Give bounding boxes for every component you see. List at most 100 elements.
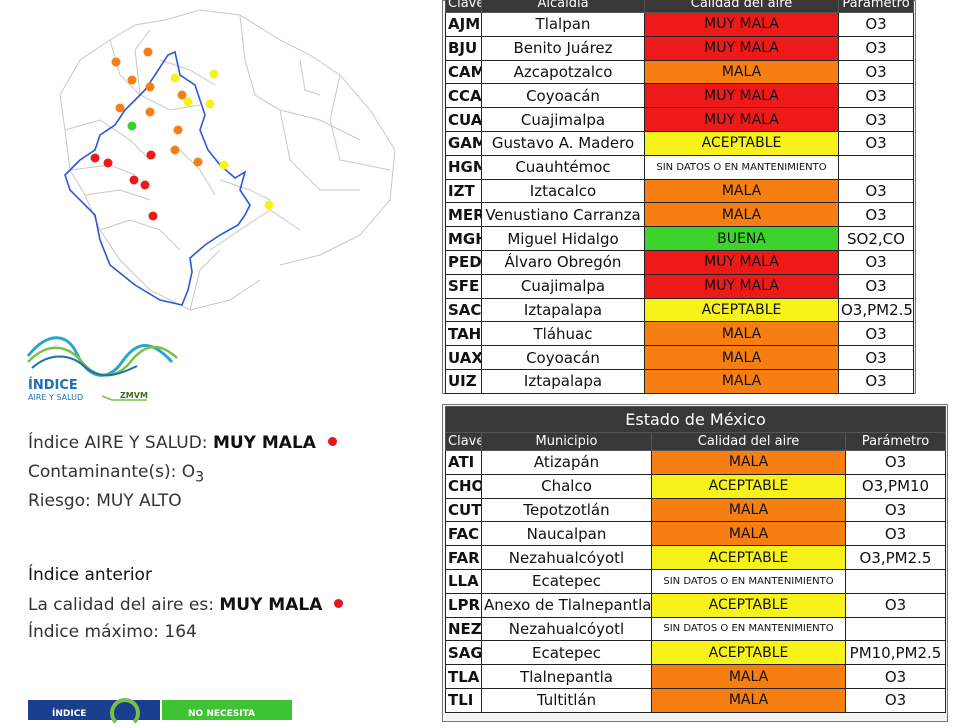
air-quality-cell: ACEPTABLE bbox=[651, 473, 846, 499]
air-quality-cell: MUY MALA bbox=[644, 107, 839, 132]
station-marker-aceptable[interactable] bbox=[264, 200, 274, 210]
risk-label: Riesgo: bbox=[28, 491, 91, 511]
air-quality-cell: MUY MALA bbox=[644, 273, 839, 299]
parameter-cell: O3 bbox=[844, 497, 947, 523]
station-marker-muy-mala[interactable] bbox=[103, 158, 113, 168]
bottom-recommendation-badge: NO NECESITA bbox=[162, 700, 292, 720]
station-marker-mala[interactable] bbox=[145, 107, 155, 117]
parameter-cell: O3 bbox=[844, 450, 947, 475]
station-code: SAG bbox=[445, 640, 482, 666]
air-quality-cell: MUY MALA bbox=[644, 83, 839, 109]
station-marker-muy-mala[interactable] bbox=[129, 175, 139, 185]
previous-max-line: Índice máximo: 164 bbox=[28, 622, 197, 642]
station-marker-mala[interactable] bbox=[145, 82, 155, 92]
station-marker-buena[interactable] bbox=[127, 121, 137, 131]
edomex-header-row: Clave Municipio Calidad del aire Parámetro bbox=[445, 432, 947, 451]
edomex-table-row: ATI Atizapán MALA O3 bbox=[445, 450, 947, 475]
cdmx-table-row: TAH Tláhuac MALA O3 bbox=[445, 321, 914, 347]
air-quality-cell: MALA bbox=[644, 178, 839, 204]
station-code: CCA bbox=[445, 83, 482, 109]
parameter-cell: O3,PM2.5 bbox=[844, 545, 947, 570]
station-location: Anexo de Tlalnepantla bbox=[481, 592, 652, 618]
air-quality-cell: ACEPTABLE bbox=[651, 592, 846, 618]
parameter-cell: O3 bbox=[844, 521, 947, 547]
station-location: Cuajimalpa bbox=[481, 273, 645, 299]
station-location: Venustiano Carranza bbox=[481, 202, 645, 228]
station-marker-aceptable[interactable] bbox=[205, 99, 215, 109]
station-location: Tultitlán bbox=[481, 687, 652, 713]
cdmx-table-row: AJM Tlalpan MUY MALA O3 bbox=[445, 12, 914, 37]
parameter-cell: O3 bbox=[838, 107, 914, 132]
previous-quality-value: MUY MALA bbox=[219, 595, 323, 615]
station-code: TAH bbox=[445, 321, 482, 347]
station-location: Cuajimalpa bbox=[481, 107, 645, 132]
air-quality-cell: ACEPTABLE bbox=[644, 297, 839, 323]
parameter-cell: O3,PM2.5 bbox=[838, 297, 914, 323]
station-code: LLA bbox=[445, 568, 482, 594]
station-marker-mala[interactable] bbox=[111, 57, 121, 67]
station-location: Iztacalco bbox=[481, 178, 645, 204]
parameter-cell: O3 bbox=[838, 368, 914, 394]
station-code: UIZ bbox=[445, 368, 482, 394]
station-location: Nezahualcóyotl bbox=[481, 545, 652, 570]
station-code: ATI bbox=[445, 450, 482, 475]
station-marker-muy-mala[interactable] bbox=[148, 211, 158, 221]
station-marker-mala[interactable] bbox=[170, 145, 180, 155]
station-code: UAX bbox=[445, 345, 482, 370]
station-marker-muy-mala[interactable] bbox=[146, 150, 156, 160]
station-marker-mala[interactable] bbox=[173, 125, 183, 135]
station-location: Ecatepec bbox=[481, 568, 652, 594]
station-marker-aceptable[interactable] bbox=[183, 97, 193, 107]
station-marker-muy-mala[interactable] bbox=[140, 180, 150, 190]
station-location: Naucalpan bbox=[481, 521, 652, 547]
station-code: FAC bbox=[445, 521, 482, 547]
parameter-cell: O3 bbox=[838, 178, 914, 204]
station-code: CUA bbox=[445, 107, 482, 132]
station-location: Tepotzotlán bbox=[481, 497, 652, 523]
station-code: CUT bbox=[445, 497, 482, 523]
air-quality-cell: SIN DATOS O EN MANTENIMIENTO bbox=[644, 154, 839, 180]
station-location: Tlalnepantla bbox=[481, 664, 652, 689]
cdmx-table-row: UIZ Iztapalapa MALA O3 bbox=[445, 368, 914, 394]
municipality-boundaries bbox=[59, 9, 396, 311]
station-marker-aceptable[interactable] bbox=[209, 69, 219, 79]
station-code: LPR bbox=[445, 592, 482, 618]
air-quality-cell: MALA bbox=[651, 450, 846, 475]
station-location: Iztapalapa bbox=[481, 368, 645, 394]
station-marker-mala[interactable] bbox=[177, 90, 187, 100]
station-code: TLA bbox=[445, 664, 482, 689]
station-marker-mala[interactable] bbox=[127, 75, 137, 85]
logo-title: ÍNDICE bbox=[28, 377, 78, 393]
edomex-table-row: FAR Nezahualcóyotl ACEPTABLE O3,PM2.5 bbox=[445, 545, 947, 570]
bottom-recommendation-label: NO NECESITA bbox=[188, 709, 255, 719]
station-marker-aceptable[interactable] bbox=[219, 160, 229, 170]
station-code: FAR bbox=[445, 545, 482, 570]
parameter-cell: O3 bbox=[838, 345, 914, 370]
parameter-cell: O3 bbox=[838, 249, 914, 275]
cdmx-table-row: IZT Iztacalco MALA O3 bbox=[445, 178, 914, 204]
station-marker-muy-mala[interactable] bbox=[90, 153, 100, 163]
station-code: HGM bbox=[445, 154, 482, 180]
air-quality-cell: BUENA bbox=[644, 226, 839, 251]
station-location: Cuauhtémoc bbox=[481, 154, 645, 180]
air-quality-cell: MALA bbox=[651, 687, 846, 713]
parameter-cell: O3 bbox=[844, 664, 947, 689]
station-code: SFE bbox=[445, 273, 482, 299]
station-marker-mala[interactable] bbox=[143, 47, 153, 57]
station-code: PED bbox=[445, 249, 482, 275]
station-marker-aceptable[interactable] bbox=[170, 73, 180, 83]
station-location: Nezahualcóyotl bbox=[481, 616, 652, 642]
pollutant-value: O bbox=[181, 462, 196, 482]
pollutant-label: Contaminante(s): bbox=[28, 462, 177, 482]
air-quality-cell: ACEPTABLE bbox=[651, 640, 846, 666]
cdmx-header-row: Clave Alcaldía Calidad del aire Parámetro bbox=[445, 0, 914, 13]
cdmx-table-row: BJU Benito Juárez MUY MALA O3 bbox=[445, 35, 914, 61]
red-dot-icon bbox=[334, 599, 344, 608]
station-location: Tlalpan bbox=[481, 12, 645, 37]
edomex-table-row: FAC Naucalpan MALA O3 bbox=[445, 521, 947, 547]
station-marker-mala[interactable] bbox=[193, 157, 203, 167]
station-marker-mala[interactable] bbox=[115, 103, 125, 113]
cdmx-table-row: SAC Iztapalapa ACEPTABLE O3,PM2.5 bbox=[445, 297, 914, 323]
station-location: Chalco bbox=[481, 473, 652, 499]
